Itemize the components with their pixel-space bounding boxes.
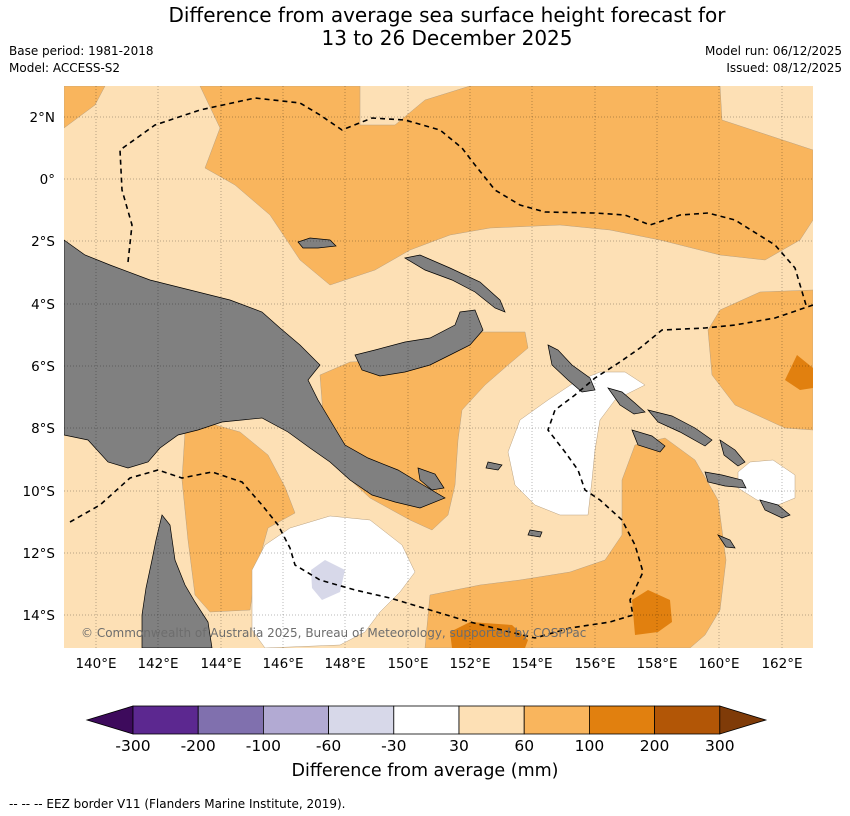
lon-label: 144°E (200, 656, 241, 672)
rossel (527, 529, 543, 538)
colorbar-tick-label: -100 (246, 737, 281, 755)
title-line-1: Difference from average sea surface heig… (168, 3, 726, 27)
eez-border (69, 97, 813, 639)
orange-east (785, 355, 813, 390)
copyright-text: © Commonwealth of Australia 2025, Bureau… (81, 626, 587, 640)
colorbar-tick-label: -200 (181, 737, 216, 755)
lon-labels: 140°E 142°E 144°E 146°E 148°E 150°E 152°… (75, 656, 802, 672)
eez-footnote: -- -- -- EEZ border V11 (Flanders Marine… (9, 797, 346, 811)
anomaly-100-200 (450, 355, 813, 648)
lat-label: 4°S (31, 297, 55, 313)
colorbar-tick-label: 60 (514, 737, 534, 755)
colorbar-tick-label: 100 (575, 737, 605, 755)
lat-label: 10°S (23, 484, 56, 500)
colorbar-swatch (589, 705, 656, 735)
colorbar-tick-label: -60 (316, 737, 341, 755)
title-line-2: 13 to 26 December 2025 (321, 26, 573, 50)
lon-label: 140°E (75, 656, 116, 672)
new-guinea (64, 239, 446, 509)
colorbar-extend-max (719, 705, 768, 735)
white-east (737, 459, 796, 506)
orange-south (450, 622, 528, 648)
colorbar-swatch (458, 705, 525, 735)
orange-south-east (632, 590, 672, 635)
lon-label: 158°E (636, 656, 677, 672)
colorbar-tick-label: -30 (381, 737, 406, 755)
colorbar-swatch (328, 705, 395, 735)
lon-label: 142°E (137, 656, 178, 672)
lon-label: 160°E (698, 656, 739, 672)
malaita (719, 439, 746, 467)
colorbar-swatch (523, 705, 590, 735)
colorbar-swatch (132, 705, 199, 735)
cape-york (141, 514, 213, 648)
colorbar-tick-label: 300 (705, 737, 735, 755)
colorbar-tick-label: -300 (115, 737, 150, 755)
model-name: Model: ACCESS-S2 (9, 61, 121, 75)
lat-label: 12°S (23, 546, 56, 562)
vanuatu-north (759, 499, 791, 519)
lon-label: 156°E (574, 656, 615, 672)
goodenough (417, 467, 445, 491)
manus (297, 237, 337, 249)
colorbar-label: Difference from average (mm) (291, 761, 559, 781)
colorbar: -300 -200 -100 -60 -30 30 60 100 200 300 (85, 705, 768, 755)
new-britain (354, 309, 484, 377)
choiseul (607, 387, 646, 415)
eez-png-north (119, 97, 807, 306)
northwest-corner (64, 86, 106, 129)
lat-label: 2°S (31, 234, 55, 250)
lat-label: 6°S (31, 359, 55, 375)
lon-label: 162°E (761, 656, 802, 672)
anomaly-60-100 (64, 86, 813, 648)
makira (704, 471, 747, 489)
louisiade (485, 461, 503, 471)
lat-label: 2°N (30, 110, 55, 126)
lon-label: 154°E (511, 656, 552, 672)
vanuatu-central (717, 534, 736, 549)
meta-left: Base period: 1981-2018 Model: ACCESS-S2 (9, 43, 154, 77)
colorbar-tick-label: 200 (640, 737, 670, 755)
north-band (199, 86, 813, 286)
lon-label: 150°E (387, 656, 428, 672)
colorbar-swatch (393, 705, 460, 735)
lat-label: 8°S (31, 421, 55, 437)
eez-south (69, 469, 536, 639)
colorbar-swatch (262, 705, 329, 735)
lat-label: 0° (40, 172, 55, 188)
colorbar-swatch (654, 705, 721, 735)
map-area (64, 86, 813, 648)
lat-labels: 2°N 0° 2°S 4°S 6°S 8°S 10°S 12°S 14°S (23, 110, 56, 624)
meta-right: Model run: 06/12/2025 Issued: 08/12/2025 (705, 43, 842, 77)
colorbar-swatch (197, 705, 264, 735)
new-ireland (404, 254, 506, 313)
anomaly-minus-60-30 (311, 560, 345, 600)
model-run: Model run: 06/12/2025 (704, 44, 842, 58)
chart-title: Difference from average sea surface heig… (0, 4, 850, 50)
land (64, 237, 791, 648)
colorbar-tick-label: 30 (449, 737, 469, 755)
base-period: Base period: 1981-2018 (9, 44, 154, 58)
lon-label: 146°E (262, 656, 303, 672)
graticule (64, 86, 813, 648)
lat-label: 14°S (23, 608, 56, 624)
colorbar-extend-min (85, 705, 134, 735)
lon-label: 152°E (449, 656, 490, 672)
lon-label: 148°E (324, 656, 365, 672)
eez-east (534, 304, 813, 639)
issued-date: Issued: 08/12/2025 (726, 61, 842, 75)
